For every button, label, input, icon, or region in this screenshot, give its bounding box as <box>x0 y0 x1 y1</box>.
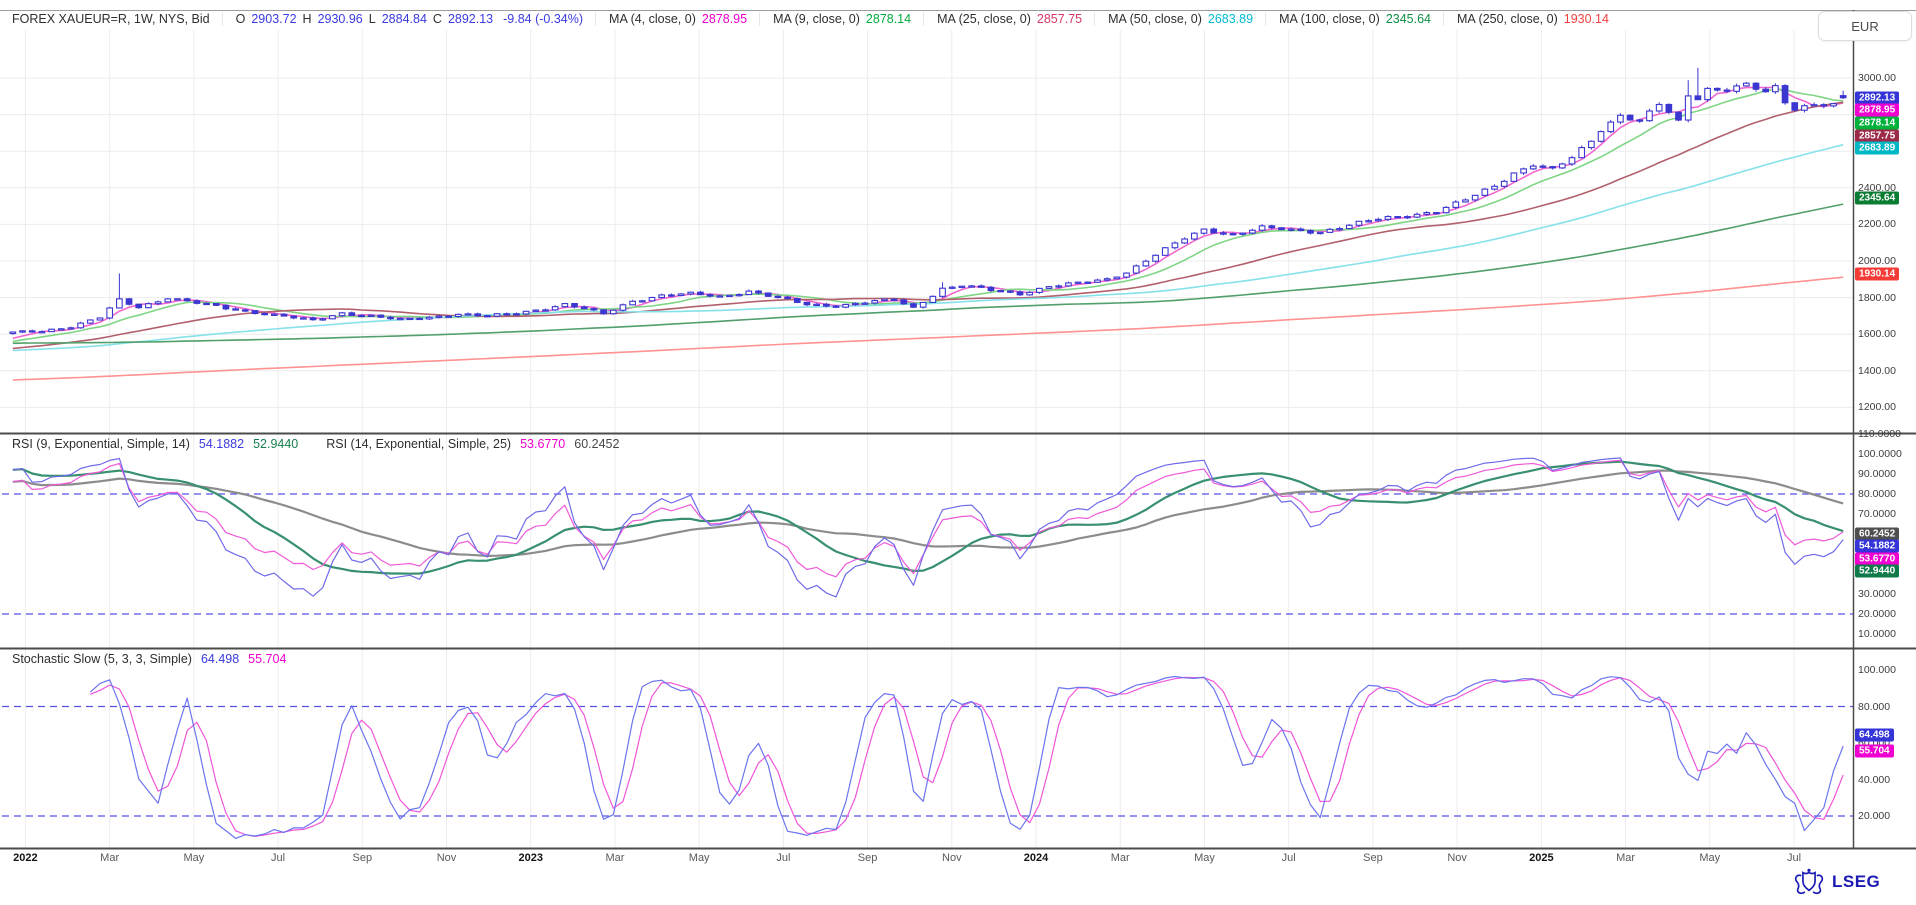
time-axis-scale[interactable] <box>0 849 1853 871</box>
rsi-title-1: RSI (9, Exponential, Simple, 14) <box>12 437 190 451</box>
currency-label: EUR <box>1851 18 1879 34</box>
ma-legend-value: 2857.75 <box>1036 12 1083 26</box>
ma-legend-label: MA (25, close, 0) <box>937 12 1031 26</box>
ma-legend-label: MA (100, close, 0) <box>1279 12 1380 26</box>
ma-legend-item[interactable]: MA (250, close, 0) 1930.14 <box>1443 12 1609 26</box>
stochastic-title: Stochastic Slow (5, 3, 3, Simple) <box>12 652 192 666</box>
ma-legend-label: MA (50, close, 0) <box>1108 12 1202 26</box>
ma-legend-item[interactable]: MA (4, close, 0) 2878.95 <box>595 12 747 26</box>
ohlc-readout: O 2903.72 H 2930.96 L 2884.84 C 2892.13 -9.8… <box>221 12 584 26</box>
rsi-panel-header: RSI (9, Exponential, Simple, 14) 54.1882… <box>12 437 619 451</box>
price-axis-scale[interactable] <box>1854 10 1916 848</box>
ma-legend-item[interactable]: MA (9, close, 0) 2878.14 <box>759 12 911 26</box>
ma-legend-label: MA (9, close, 0) <box>773 12 860 26</box>
currency-button[interactable]: EUR <box>1818 11 1912 41</box>
rsi-value: 53.6770 <box>520 437 566 451</box>
ma-legend-item[interactable]: MA (100, close, 0) 2345.64 <box>1265 12 1431 26</box>
rsi-value: 54.1882 <box>198 437 245 451</box>
ma-legend-label: MA (250, close, 0) <box>1457 12 1558 26</box>
rsi-values-1: 54.1882 52.9440 <box>199 437 298 451</box>
ma-legend-item[interactable]: MA (25, close, 0) 2857.75 <box>923 12 1082 26</box>
ma-legend-value: 1930.14 <box>1563 12 1609 26</box>
lseg-logo: LSEG <box>1792 868 1880 896</box>
open-value: 2903.72 <box>251 12 297 26</box>
instrument-title: FOREX XAUEUR=R, 1W, NYS, Bid <box>12 12 210 26</box>
close-value: 2892.13 <box>447 12 494 26</box>
rsi-values-2: 53.6770 60.2452 <box>520 437 619 451</box>
ma-legend-item[interactable]: MA (50, close, 0) 2683.89 <box>1094 12 1253 26</box>
rsi-title-2: RSI (14, Exponential, Simple, 25) <box>326 437 512 451</box>
lseg-logo-icon <box>1794 868 1824 895</box>
rsi-value: 52.9440 <box>253 437 299 451</box>
ma-legend: MA (4, close, 0) 2878.95 MA (9, close, 0) 2… <box>583 12 1609 26</box>
close-label: C <box>432 12 442 26</box>
stochastic-value: 64.498 <box>200 652 240 666</box>
ma-legend-value: 2345.64 <box>1385 12 1431 26</box>
ma-legend-value: 2683.89 <box>1207 12 1254 26</box>
stochastic-value: 55.704 <box>248 652 287 666</box>
low-label: L <box>368 12 376 26</box>
high-label: H <box>302 12 312 26</box>
ma-legend-value: 2878.14 <box>865 12 912 26</box>
change-value: -9.84 (-0.34%) <box>503 12 584 26</box>
stochastic-values: 64.498 55.704 <box>201 652 286 666</box>
ma-legend-label: MA (4, close, 0) <box>609 12 696 26</box>
high-value: 2930.96 <box>317 12 363 26</box>
low-value: 2884.84 <box>381 12 427 26</box>
open-label: O <box>235 12 246 26</box>
ma-legend-value: 2878.95 <box>701 12 748 26</box>
lseg-logo-text: LSEG <box>1832 872 1881 891</box>
stochastic-panel-header: Stochastic Slow (5, 3, 3, Simple) 64.498… <box>12 652 286 666</box>
rsi-value: 60.2452 <box>574 437 620 451</box>
